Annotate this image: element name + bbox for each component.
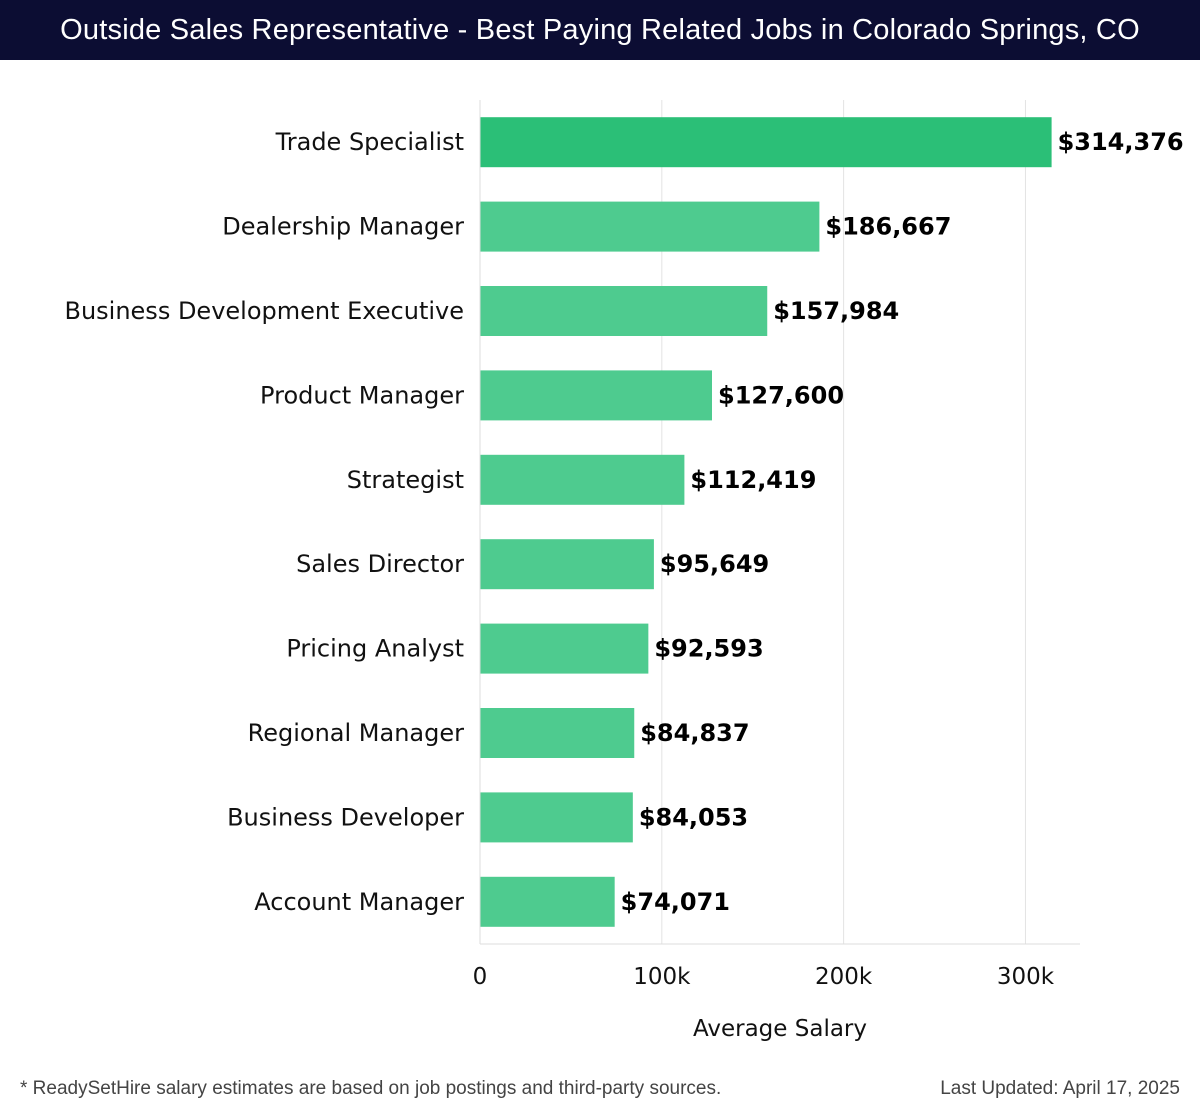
salary-bar-chart: Trade Specialist $314,376 Dealership Manag… [64,100,1184,1042]
category-label: Product Manager [260,381,464,409]
category-label: Account Manager [254,888,464,916]
x-axis-title: Average Salary [693,1016,867,1042]
value-label: $84,053 [639,803,748,831]
value-label: $112,419 [690,466,816,494]
bar [480,539,654,590]
category-label: Pricing Analyst [286,635,464,663]
last-updated: Last Updated: April 17, 2025 [940,1078,1180,1099]
x-tick-label: 200k [815,964,873,990]
bar [480,454,685,505]
value-label: $74,071 [621,888,730,916]
bar [480,370,712,421]
chart-title: Outside Sales Representative - Best Payi… [60,13,1140,46]
bar [480,876,615,927]
bar [480,623,649,674]
value-label: $127,600 [718,381,844,409]
bar [480,792,633,843]
category-label: Regional Manager [248,719,464,747]
category-label: Business Developer [227,803,464,831]
value-label: $92,593 [654,635,763,663]
category-label: Trade Specialist [275,128,464,156]
footnote: * ReadySetHire salary estimates are base… [20,1078,722,1099]
bar [480,286,768,336]
bar [480,708,635,758]
x-tick-label: 0 [473,964,488,990]
value-label: $157,984 [773,297,899,325]
x-tick-label: 100k [633,964,691,990]
category-label: Sales Director [296,550,464,578]
chart-title-banner: Outside Sales Representative - Best Payi… [0,0,1200,60]
value-label: $186,667 [825,213,951,241]
value-label: $84,837 [640,719,749,747]
x-tick-label: 300k [997,964,1055,990]
bar [480,201,820,252]
value-label: $314,376 [1058,128,1184,156]
category-label: Dealership Manager [222,213,464,241]
value-label: $95,649 [660,550,769,578]
category-label: Strategist [347,466,464,494]
bar [480,117,1052,168]
category-label: Business Development Executive [64,297,464,325]
